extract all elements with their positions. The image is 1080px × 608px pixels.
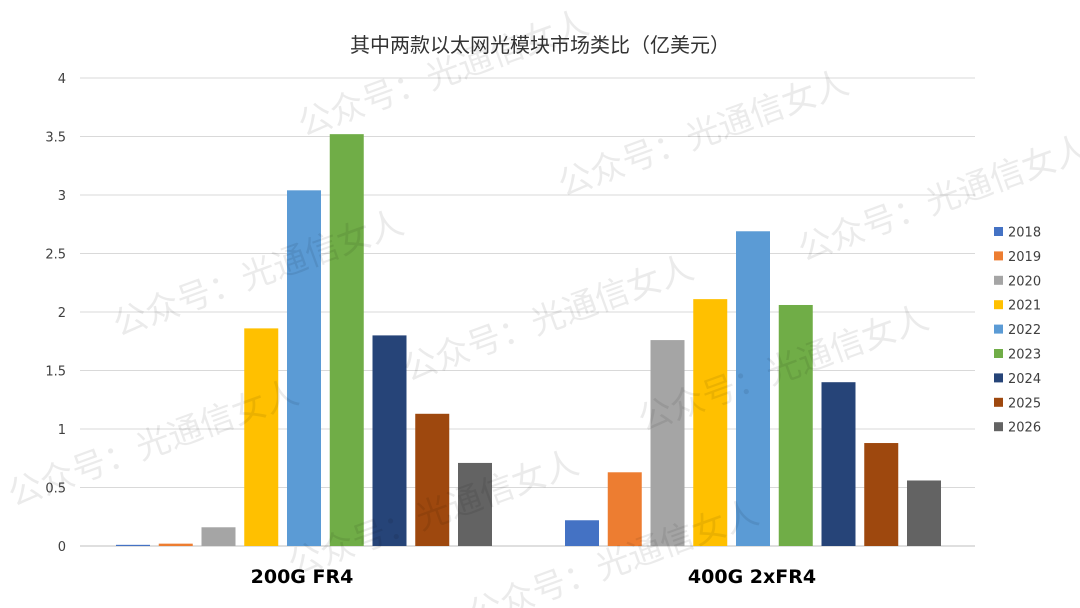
legend-swatch bbox=[994, 397, 1003, 407]
legend-swatch bbox=[994, 324, 1003, 334]
bar-2022-200g-fr4 bbox=[287, 190, 321, 546]
legend-label: 2025 bbox=[1008, 396, 1041, 411]
legend-label: 2020 bbox=[1008, 274, 1041, 289]
y-tick-label: 0.5 bbox=[45, 482, 66, 497]
y-tick-label: 1.5 bbox=[45, 365, 66, 380]
bar-2023-200g-fr4 bbox=[329, 134, 364, 546]
bar-2020-200g-fr4 bbox=[201, 527, 236, 546]
legend-label: 2023 bbox=[1008, 348, 1041, 363]
bar-2018-400g-2xfr4 bbox=[565, 520, 599, 546]
legend-label: 2018 bbox=[1008, 226, 1041, 241]
bar-2025-200g-fr4 bbox=[415, 413, 450, 546]
bar-2024-400g-2xfr4 bbox=[821, 382, 856, 546]
legend-label: 2026 bbox=[1008, 421, 1041, 436]
chart-title: 其中两款以太网光模块市场类比（亿美元） bbox=[350, 33, 730, 57]
category-label: 400G 2xFR4 bbox=[688, 566, 816, 588]
bar-2022-400g-2xfr4 bbox=[736, 231, 770, 546]
legend-swatch bbox=[994, 422, 1003, 432]
category-label: 200G FR4 bbox=[251, 566, 354, 588]
legend: 2018 2019 2020 2021 2022 2023 2024 2025 2026 bbox=[994, 226, 1041, 436]
bars bbox=[116, 134, 941, 546]
legend-swatch bbox=[994, 227, 1003, 236]
legend-label: 2021 bbox=[1008, 299, 1041, 314]
legend-label: 2022 bbox=[1008, 323, 1041, 338]
y-axis-tick-labels: 0 0.5 1 1.5 2 2.5 3 3.5 4 bbox=[45, 72, 66, 555]
bar-2019-400g-2xfr4 bbox=[607, 472, 642, 546]
y-tick-label: 3.5 bbox=[45, 131, 66, 146]
y-tick-label: 4 bbox=[58, 72, 66, 87]
bar-2018-200g-fr4 bbox=[116, 544, 150, 546]
legend-swatch bbox=[994, 373, 1003, 383]
y-tick-label: 2 bbox=[58, 306, 66, 321]
legend-swatch bbox=[994, 251, 1003, 261]
bar-2020-400g-2xfr4 bbox=[650, 340, 685, 546]
legend-label: 2019 bbox=[1008, 250, 1041, 265]
bar-2026-400g-2xfr4 bbox=[907, 480, 941, 546]
y-tick-label: 2.5 bbox=[45, 248, 66, 263]
bar-2025-400g-2xfr4 bbox=[864, 443, 899, 546]
bar-2023-400g-2xfr4 bbox=[778, 304, 813, 546]
bar-2021-400g-2xfr4 bbox=[693, 299, 728, 546]
y-tick-label: 0 bbox=[58, 540, 66, 555]
legend-swatch bbox=[994, 275, 1003, 285]
y-tick-label: 3 bbox=[58, 189, 66, 204]
x-axis-category-labels: 200G FR4 400G 2xFR4 bbox=[251, 566, 816, 588]
y-tick-label: 1 bbox=[58, 423, 66, 438]
bar-2021-200g-fr4 bbox=[244, 328, 279, 546]
bar-2026-200g-fr4 bbox=[458, 462, 492, 546]
legend-swatch bbox=[994, 349, 1003, 358]
bar-2019-200g-fr4 bbox=[158, 543, 193, 546]
legend-swatch bbox=[994, 300, 1003, 310]
legend-label: 2024 bbox=[1008, 372, 1041, 387]
gridlines bbox=[80, 77, 975, 547]
bar-2024-200g-fr4 bbox=[372, 335, 407, 546]
